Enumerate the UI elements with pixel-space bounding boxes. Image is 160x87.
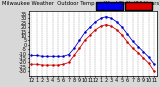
Text: Milwaukee Weather  Outdoor Temp vs Wind Chill  (24 Hours): Milwaukee Weather Outdoor Temp vs Wind C…: [2, 1, 160, 6]
